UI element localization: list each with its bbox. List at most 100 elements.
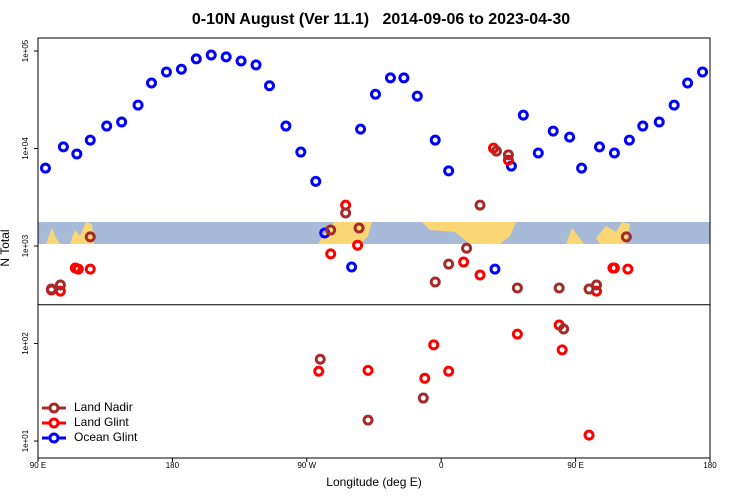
chart-title: 0-10N August (Ver 11.1) 2014-09-06 to 20… — [192, 11, 570, 28]
point — [411, 90, 423, 102]
point — [160, 66, 172, 78]
point — [263, 80, 275, 92]
point — [71, 148, 83, 160]
point — [280, 120, 292, 132]
point — [443, 258, 455, 270]
point — [608, 147, 620, 159]
point — [668, 99, 680, 111]
point — [190, 53, 202, 65]
point — [310, 175, 322, 187]
point — [54, 279, 66, 291]
point — [461, 242, 473, 254]
point — [220, 51, 232, 63]
plot-frame — [37, 37, 711, 459]
point — [443, 165, 455, 177]
point — [517, 109, 529, 121]
x-tick-label: 90 E — [567, 461, 583, 470]
point — [84, 263, 96, 275]
point — [313, 365, 325, 377]
point — [417, 392, 429, 404]
point — [489, 263, 501, 275]
point — [362, 414, 374, 426]
point — [511, 328, 523, 340]
point — [474, 269, 486, 281]
legend-label: Land Glint — [74, 415, 129, 429]
point — [101, 120, 113, 132]
point — [369, 88, 381, 100]
point — [132, 99, 144, 111]
point — [116, 116, 128, 128]
point — [502, 154, 514, 166]
legend-marker — [48, 402, 60, 414]
point — [346, 261, 358, 273]
legend-marker — [48, 432, 60, 444]
point — [45, 283, 57, 295]
point — [547, 125, 559, 137]
legend-label: Land Nadir — [74, 400, 133, 414]
point — [325, 248, 337, 260]
point — [682, 77, 694, 89]
point — [340, 207, 352, 219]
point — [84, 134, 96, 146]
point — [72, 263, 84, 275]
x-tick-label: 180 — [703, 461, 717, 470]
point — [353, 222, 365, 234]
point — [39, 162, 51, 174]
x-tick-label: 90 W — [297, 461, 316, 470]
point — [637, 120, 649, 132]
point — [428, 339, 440, 351]
y-tick-label: 1e+02 — [21, 332, 30, 355]
point — [250, 59, 262, 71]
x-tick-label: 180 — [166, 461, 180, 470]
x-tick-label: 0 — [439, 461, 444, 470]
point — [145, 77, 157, 89]
point — [352, 239, 364, 251]
point — [623, 134, 635, 146]
point — [175, 63, 187, 75]
point — [429, 134, 441, 146]
point — [84, 231, 96, 243]
point — [362, 364, 374, 376]
point — [564, 131, 576, 143]
point — [653, 116, 665, 128]
y-tick-label: 1e+03 — [21, 234, 30, 257]
x-axis-label: Longitude (deg E) — [326, 475, 421, 489]
point — [325, 224, 337, 236]
point — [593, 141, 605, 153]
point — [295, 146, 307, 158]
point — [620, 231, 632, 243]
point — [205, 49, 217, 61]
point — [474, 199, 486, 211]
point — [558, 323, 570, 335]
point — [591, 279, 603, 291]
point — [355, 123, 367, 135]
legend-label: Ocean Glint — [74, 430, 138, 444]
point — [511, 282, 523, 294]
point — [532, 147, 544, 159]
y-tick-label: 1e+01 — [21, 429, 30, 452]
point — [235, 55, 247, 67]
point — [458, 256, 470, 268]
point — [502, 149, 514, 161]
point — [697, 66, 709, 78]
point — [556, 344, 568, 356]
map-strip — [38, 222, 710, 244]
y-axis-label: N Total — [0, 229, 12, 266]
point — [384, 72, 396, 84]
point — [583, 429, 595, 441]
point — [490, 145, 502, 157]
point — [314, 353, 326, 365]
legend-marker — [48, 417, 60, 429]
y-tick-label: 1e+04 — [21, 137, 30, 160]
point — [622, 263, 634, 275]
point — [553, 282, 565, 294]
x-tick-label: 90 E — [30, 461, 46, 470]
point — [429, 276, 441, 288]
point — [443, 365, 455, 377]
point — [576, 162, 588, 174]
point — [398, 72, 410, 84]
point — [419, 372, 431, 384]
y-tick-label: 1e+05 — [21, 39, 30, 62]
point — [57, 141, 69, 153]
